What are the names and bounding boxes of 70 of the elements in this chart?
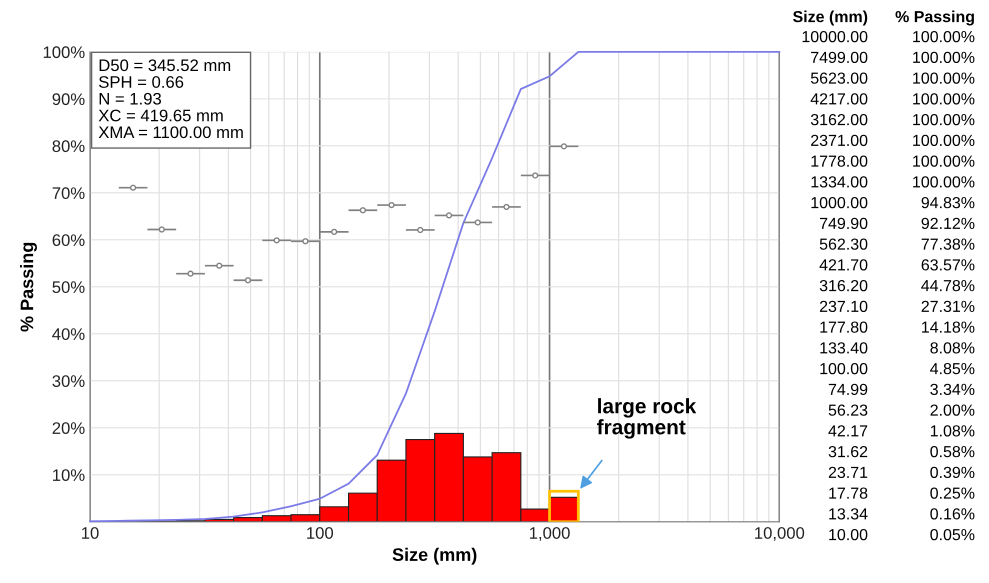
text: 3162.00: [810, 114, 868, 126]
text: 0.25%: [930, 487, 974, 499]
y-tick-label: 70%: [52, 187, 85, 200]
text: 100.00%: [913, 30, 974, 42]
text: Size (mm): [793, 10, 868, 26]
text: 3.34%: [930, 384, 974, 396]
text: 177.80: [820, 321, 868, 333]
text: 562.30: [820, 238, 868, 250]
y-tick-label: 50%: [52, 281, 85, 294]
x-tick-label: 10,000: [755, 527, 804, 541]
text: 749.90: [820, 218, 868, 230]
text: 0.05%: [930, 528, 974, 540]
text: 4217.00: [810, 93, 868, 105]
text: 133.40: [820, 342, 868, 354]
text: 13.34: [829, 508, 868, 520]
text: 100.00%: [913, 114, 974, 126]
text: 14.18%: [922, 321, 974, 333]
text: 100.00: [820, 362, 868, 374]
y-tick-label: 80%: [52, 140, 85, 152]
text: % Passing: [896, 10, 974, 26]
text: 44.78%: [921, 280, 974, 292]
text: 421.70: [820, 259, 868, 271]
text: 63.57%: [922, 259, 974, 271]
text: 17.78: [829, 487, 868, 499]
y-tick-label: 60%: [52, 234, 85, 246]
y-axis-title: % Passing: [20, 242, 37, 332]
text: 0.39%: [930, 466, 974, 478]
text: 0.16%: [930, 508, 974, 520]
y-tick-label: 10%: [53, 469, 85, 481]
text: 2.00%: [930, 404, 974, 416]
text: 94.83%: [922, 196, 974, 208]
text: 31.62: [828, 446, 868, 458]
y-tick-label: 90%: [52, 93, 85, 106]
text: 5623.00: [810, 72, 868, 84]
y-tick-label: 100%: [44, 46, 85, 58]
text: 7499.00: [811, 52, 868, 64]
text: 4.85%: [930, 362, 974, 374]
annotation: D50 = 345.52 mm SPH = 0.66 N = 1.93 XC = 419.65 mm XMA = 1100.00 mm: [98, 59, 243, 138]
text: 100.00%: [913, 52, 974, 64]
x-axis-title: Size (mm): [392, 548, 476, 565]
text: 42.17: [828, 425, 868, 436]
text: 77.38%: [922, 238, 974, 250]
text: 1778.00: [811, 155, 868, 167]
text: 27.31%: [922, 300, 974, 312]
text: 1.08%: [930, 425, 974, 437]
annotation: large rock fragment: [597, 398, 696, 439]
text: 0.58%: [930, 446, 974, 458]
text: 316.20: [820, 280, 868, 292]
y-tick-label: 20%: [52, 422, 85, 434]
text: 1000.00: [811, 196, 868, 208]
text: 56.23: [828, 404, 868, 416]
text: 100.00%: [913, 93, 974, 105]
text: 2371.00: [811, 134, 868, 146]
text: 100.00%: [913, 72, 974, 84]
text: 100.00%: [913, 155, 974, 167]
x-tick-label: 1,000: [530, 527, 570, 541]
text: 10000.00: [802, 30, 868, 42]
text: 237.10: [820, 300, 868, 312]
text: 74.99: [828, 384, 868, 396]
text: 100.00%: [913, 134, 974, 146]
x-tick-label: 100: [307, 527, 334, 539]
text: 10.00: [829, 528, 868, 540]
text: 1334.00: [811, 176, 868, 188]
text: 23.71: [828, 466, 868, 478]
text: 92.12%: [922, 218, 974, 230]
x-tick-label: 10: [82, 527, 99, 539]
text: 8.08%: [930, 342, 974, 354]
y-tick-label: 30%: [52, 375, 85, 388]
y-tick-label: 40%: [52, 328, 85, 340]
text: 100.00%: [913, 176, 974, 188]
